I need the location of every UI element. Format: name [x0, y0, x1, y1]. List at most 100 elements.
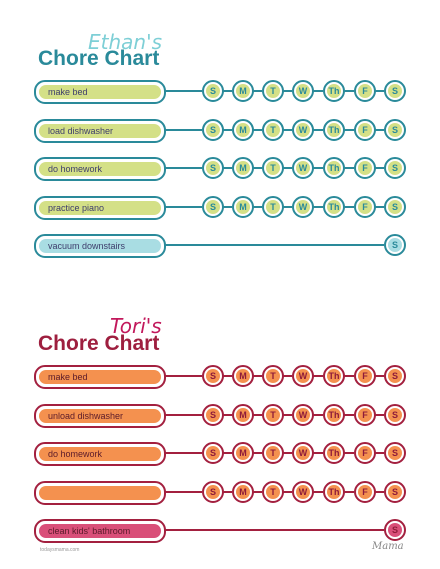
- chore-label-fill: [39, 123, 161, 138]
- chore-row: S M T W Th F S: [34, 480, 414, 507]
- day-checkbox[interactable]: W: [292, 365, 314, 387]
- day-checkbox[interactable]: M: [232, 195, 254, 218]
- day-checkbox[interactable]: S: [384, 480, 406, 503]
- day-checkbox[interactable]: S: [384, 519, 406, 541]
- chore-label: unload dishwasher: [48, 410, 124, 421]
- day-checkbox[interactable]: Th: [323, 195, 345, 218]
- day-letter: T: [266, 84, 280, 98]
- day-checkbox[interactable]: W: [292, 480, 314, 503]
- day-checkbox[interactable]: T: [262, 195, 284, 218]
- day-checkbox[interactable]: M: [232, 118, 254, 141]
- chore-label-fill: [39, 447, 161, 461]
- day-checkbox[interactable]: F: [354, 80, 376, 102]
- day-letter: Th: [327, 199, 341, 214]
- day-letter: S: [388, 369, 402, 383]
- day-checkbox[interactable]: W: [292, 157, 314, 179]
- chore-label-pill: load dishwasher: [34, 118, 166, 143]
- day-checkbox[interactable]: S: [384, 157, 406, 179]
- connector-segment: [374, 90, 384, 92]
- day-checkbox[interactable]: M: [232, 157, 254, 179]
- day-checkbox[interactable]: Th: [323, 157, 345, 179]
- day-letter: F: [358, 122, 372, 137]
- day-checkbox[interactable]: T: [262, 480, 284, 503]
- day-letter: S: [388, 84, 402, 98]
- day-letter: W: [296, 446, 310, 460]
- day-checkbox[interactable]: F: [354, 403, 376, 426]
- day-checkbox[interactable]: Th: [323, 80, 345, 102]
- day-checkbox[interactable]: S: [384, 442, 406, 464]
- day-letter: F: [358, 407, 372, 422]
- connector-line: [164, 205, 202, 208]
- day-checkbox[interactable]: T: [262, 157, 284, 179]
- day-letter: S: [388, 161, 402, 175]
- day-letter: F: [358, 199, 372, 214]
- connector-segment: [312, 452, 323, 454]
- connector-segment: [282, 167, 292, 169]
- chore-label: do homework: [48, 164, 103, 174]
- connector-segment: [374, 375, 384, 377]
- day-checkbox[interactable]: M: [232, 480, 254, 503]
- day-checkbox[interactable]: W: [292, 442, 314, 464]
- day-checkbox[interactable]: S: [384, 403, 406, 426]
- day-letter: T: [266, 161, 280, 175]
- day-checkbox[interactable]: M: [232, 442, 254, 464]
- day-checkbox[interactable]: M: [232, 403, 254, 426]
- day-letter: Th: [327, 161, 341, 175]
- connector-segment: [343, 205, 354, 208]
- day-checkbox[interactable]: T: [262, 118, 284, 141]
- day-checkbox[interactable]: S: [202, 480, 224, 503]
- day-checkbox[interactable]: S: [384, 195, 406, 218]
- day-letter: M: [236, 369, 250, 383]
- chore-label-fill: [39, 408, 161, 423]
- day-checkbox[interactable]: M: [232, 365, 254, 387]
- connector-segment: [343, 452, 354, 454]
- day-checkbox[interactable]: T: [262, 365, 284, 387]
- day-checkbox[interactable]: S: [202, 157, 224, 179]
- day-checkbox[interactable]: S: [384, 80, 406, 102]
- day-checkbox[interactable]: F: [354, 442, 376, 464]
- day-checkbox[interactable]: S: [384, 234, 406, 256]
- day-checkbox[interactable]: S: [202, 80, 224, 102]
- day-checkbox[interactable]: F: [354, 118, 376, 141]
- day-letter: T: [266, 199, 280, 214]
- connector-segment: [252, 205, 262, 208]
- connector-segment: [343, 413, 354, 416]
- day-checkbox[interactable]: W: [292, 80, 314, 102]
- day-letter: W: [296, 161, 310, 175]
- day-checkbox[interactable]: T: [262, 80, 284, 102]
- day-checkbox[interactable]: F: [354, 195, 376, 218]
- day-checkbox[interactable]: S: [202, 403, 224, 426]
- connector-segment: [312, 128, 323, 131]
- day-checkbox[interactable]: S: [202, 442, 224, 464]
- day-checkbox[interactable]: S: [384, 118, 406, 141]
- day-checkbox[interactable]: S: [384, 365, 406, 387]
- chore-label-fill: [39, 200, 161, 215]
- day-letter: Th: [327, 369, 341, 383]
- day-letter: F: [358, 369, 372, 383]
- connector-line: [164, 128, 202, 131]
- day-checkbox[interactable]: W: [292, 195, 314, 218]
- day-letter: T: [266, 484, 280, 499]
- day-checkbox[interactable]: T: [262, 403, 284, 426]
- day-checkbox[interactable]: Th: [323, 442, 345, 464]
- connector-line: [164, 490, 202, 493]
- day-checkbox[interactable]: Th: [323, 403, 345, 426]
- chore-label-pill: practice piano: [34, 195, 166, 220]
- day-checkbox[interactable]: W: [292, 118, 314, 141]
- day-checkbox[interactable]: W: [292, 403, 314, 426]
- day-checkbox[interactable]: S: [202, 118, 224, 141]
- connector-segment: [374, 452, 384, 454]
- day-checkbox[interactable]: F: [354, 157, 376, 179]
- day-checkbox[interactable]: T: [262, 442, 284, 464]
- day-checkbox[interactable]: S: [202, 195, 224, 218]
- day-letter: M: [236, 407, 250, 422]
- day-checkbox[interactable]: Th: [323, 480, 345, 503]
- day-checkbox[interactable]: S: [202, 365, 224, 387]
- day-checkbox[interactable]: F: [354, 365, 376, 387]
- day-checkbox[interactable]: F: [354, 480, 376, 503]
- day-letter: F: [358, 84, 372, 98]
- day-letter: M: [236, 484, 250, 499]
- day-checkbox[interactable]: M: [232, 80, 254, 102]
- day-checkbox[interactable]: Th: [323, 118, 345, 141]
- day-checkbox[interactable]: Th: [323, 365, 345, 387]
